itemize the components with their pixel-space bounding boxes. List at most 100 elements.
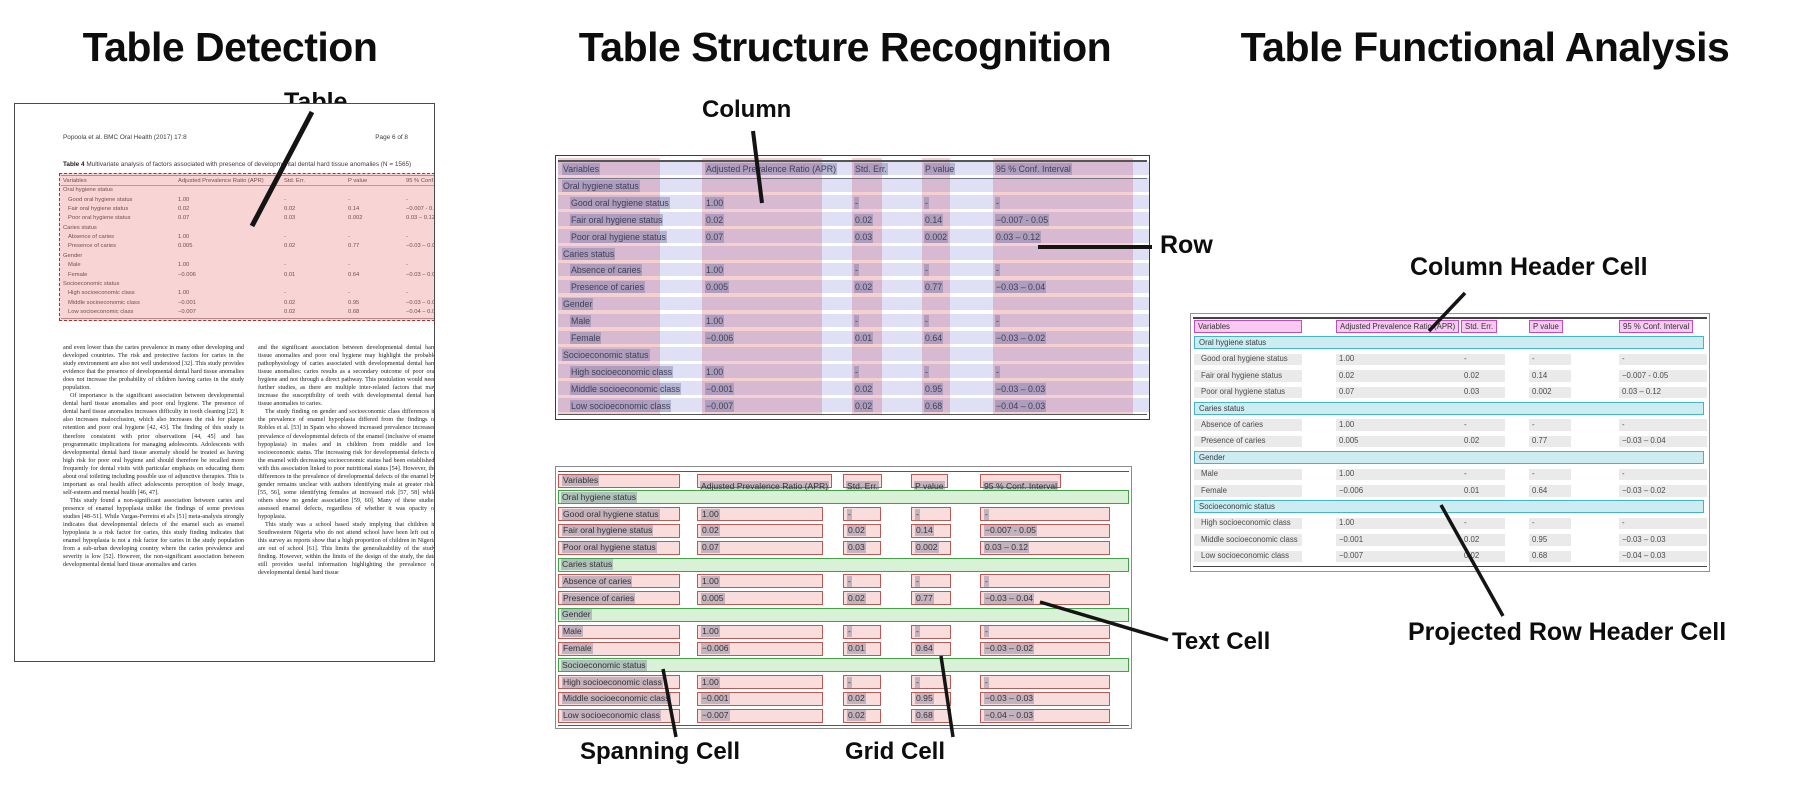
data-cell-bar	[1461, 517, 1505, 530]
text-cell: 0.07	[705, 230, 725, 243]
row-band	[558, 347, 1149, 361]
data-cell-bar	[1619, 468, 1707, 481]
text-cell: Middle socioeconomic class	[562, 693, 671, 705]
row-band	[558, 313, 1149, 328]
data-cell-bar	[1194, 435, 1302, 448]
text-cell: P value	[924, 163, 956, 175]
text-cell: Low socioeconomic class	[570, 399, 672, 412]
text-cell: 0.02	[847, 525, 866, 537]
data-cell-text: -	[1532, 469, 1535, 479]
grid-cell-box	[980, 540, 1110, 555]
data-cell-bar	[1461, 370, 1505, 382]
text-cell: High socioeconomic class	[562, 676, 663, 688]
doc-table-cell: -	[406, 234, 408, 241]
table-detection-box	[59, 173, 434, 321]
text-cell: −0.007 - 0.05	[995, 213, 1050, 226]
text-cell: 0.14	[924, 213, 944, 226]
data-cell-bar	[1619, 534, 1707, 546]
data-cell-bar	[1336, 386, 1468, 399]
grid-cell-box: P value	[911, 473, 948, 491]
text-cell: 1.00	[705, 365, 725, 378]
text-cell: 0.005	[705, 281, 730, 294]
grid-cell-box	[697, 675, 823, 690]
grid-cell-box	[697, 708, 823, 723]
text-cell: Gender	[562, 298, 594, 311]
data-cell-text: -	[1532, 419, 1535, 429]
doc-table-cell: 0.07	[178, 215, 190, 222]
data-cell-text: 0.005	[1339, 436, 1359, 446]
spanning-cell-box	[558, 658, 1129, 673]
doc-table-cell: 0.77	[348, 243, 360, 250]
text-cell: −0.04 – 0.03	[995, 399, 1047, 412]
doc-table-cell: 1.00	[178, 234, 190, 241]
text-cell: −0.007	[705, 399, 735, 412]
projected-row-header-box: Socioeconomic status	[1194, 500, 1704, 514]
data-cell-bar	[1619, 517, 1707, 530]
grid-cell-box	[558, 507, 680, 522]
text-cell: P value	[914, 480, 945, 491]
data-cell-bar	[1194, 370, 1302, 382]
grid-cell-box	[558, 624, 680, 639]
column-band	[922, 158, 950, 414]
data-cell-bar	[1194, 386, 1302, 399]
data-cell-text: -	[1532, 518, 1535, 528]
data-cell-bar	[1336, 435, 1468, 448]
text-cell: Socioeconomic status	[562, 348, 650, 361]
data-cell-text: −0.03 – 0.02	[1622, 485, 1666, 495]
text-cell: 0.02	[847, 592, 866, 604]
data-cell-text: -	[1622, 354, 1625, 364]
grid-cell-box	[558, 574, 680, 589]
doc-table-cell: Middle socioeconomic class	[68, 299, 140, 306]
grid-cell-box	[980, 507, 1110, 522]
data-cell-bar	[1529, 419, 1571, 431]
row-band	[558, 330, 1149, 344]
grid-cell-box	[980, 691, 1110, 706]
data-cell-bar	[1336, 468, 1468, 481]
data-cell-text: 0.02	[1464, 436, 1480, 446]
table-rule	[1193, 566, 1707, 568]
text-cell: 0.95	[915, 693, 934, 705]
text-cell: 0.95	[924, 382, 944, 395]
data-cell-text: 0.07	[1339, 387, 1355, 397]
grid-cell-box	[843, 708, 881, 723]
row-band	[558, 229, 1149, 243]
structure-rows-columns-table: Variables Adjusted Prevalence Ratio (APR)…	[555, 155, 1150, 420]
doc-table-cell: Male	[68, 262, 81, 269]
grid-cell-box	[558, 708, 680, 723]
grid-cell-box	[843, 540, 881, 555]
text-cell: Socioeconomic status	[561, 659, 647, 671]
doc-table-caption: Table 4 Multivariate analysis of factors…	[63, 161, 433, 168]
text-cell: 0.03	[854, 230, 874, 243]
text-cell: 0.68	[915, 710, 934, 722]
text-cell: -	[915, 575, 920, 587]
callout-column: Column	[702, 96, 792, 123]
column-header-cell-box: Variables	[1194, 320, 1302, 333]
doc-paragraph: This study was a school based study impl…	[258, 522, 435, 577]
callout-spanning-cell: Spanning Cell	[580, 738, 741, 765]
text-cell: Caries status	[561, 559, 614, 570]
grid-cell-box	[843, 591, 881, 606]
doc-table-cell: -	[406, 196, 408, 203]
grid-cell-box	[558, 691, 680, 706]
data-cell-text: -	[1622, 419, 1625, 429]
doc-table-cell: −0.03 – 0.03	[406, 299, 435, 306]
text-cell: Absence of caries	[562, 575, 633, 587]
doc-paragraph: The study finding on gender and socioeco…	[258, 409, 435, 520]
grid-cell-box	[697, 574, 823, 589]
data-cell-bar	[1529, 468, 1571, 481]
text-cell: 0.07	[701, 542, 720, 554]
grid-cell-box	[558, 591, 680, 606]
doc-table-cell: 0.68	[348, 308, 360, 315]
text-cell: -	[995, 196, 1000, 209]
data-cell-bar	[1529, 370, 1571, 382]
data-cell-text: 0.02	[1464, 534, 1480, 544]
doc-table-cell: 0.01	[284, 271, 296, 278]
text-cell: −0.006	[705, 332, 735, 344]
doc-table-cell: Gender	[63, 252, 83, 259]
data-cell-bar	[1619, 370, 1707, 382]
doc-table-cell: −0.03 – 0.02	[406, 271, 435, 278]
row-band	[558, 279, 1149, 294]
text-cell: 0.02	[701, 525, 720, 537]
structure-cells-table: Variables Adjusted Prevalence Ratio (APR)…	[555, 466, 1132, 729]
